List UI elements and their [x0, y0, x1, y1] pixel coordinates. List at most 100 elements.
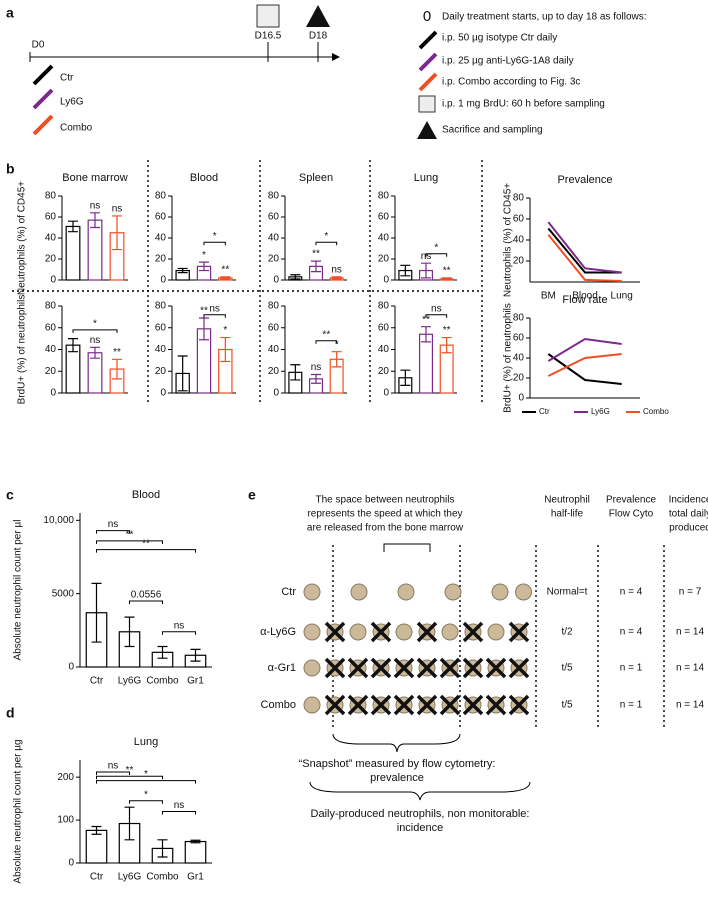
y-tick-label: 0 — [518, 393, 524, 404]
error-bar — [68, 338, 78, 353]
column-header: produced — [669, 523, 708, 534]
depletion-cross — [508, 657, 530, 679]
y-axis-label: BrdU+ (%) of neutrophils — [17, 295, 28, 405]
neutrophil-icon — [303, 696, 321, 714]
depletion-cross — [439, 694, 461, 716]
y-tick-label: 80 — [268, 301, 280, 312]
y-tick-label: 40 — [45, 344, 57, 355]
y-tick-label: 60 — [155, 212, 167, 223]
protocol-symbol: 0 — [423, 8, 431, 25]
half-life: t/5 — [561, 663, 573, 674]
y-axis-label: Neutrophils (%) of CD45+ — [17, 181, 28, 295]
bracket-label: * — [434, 242, 438, 253]
y-tick-label: 80 — [45, 191, 57, 202]
sacrifice-icon — [306, 5, 330, 27]
timeline-arrow — [332, 53, 340, 61]
error-bar — [124, 806, 135, 841]
bar — [418, 333, 434, 394]
series-line — [547, 234, 622, 282]
x-tick-label: Combo — [146, 872, 179, 883]
neutrophil-icon — [395, 623, 413, 641]
incidence-note: incidence — [397, 822, 443, 834]
significance-label: * — [335, 339, 339, 350]
chart-title: Prevalence — [557, 174, 612, 186]
error-bar — [220, 276, 231, 280]
column-header: half-life — [551, 509, 584, 520]
y-tick-label: 20 — [513, 256, 525, 267]
depletion-cross — [370, 657, 392, 679]
y-tick-label: 40 — [378, 344, 390, 355]
depletion-cross — [462, 621, 484, 643]
protocol-line: i.p. 25 µg anti-Ly6G-1A8 daily — [442, 56, 574, 67]
bracket-label: 0.0556 — [131, 590, 162, 601]
incidence: n = 14 — [676, 627, 705, 638]
bar — [65, 344, 81, 394]
panel-label: e — [248, 487, 256, 503]
bar — [65, 225, 81, 281]
protocol-line: Sacrifice and sampling — [442, 125, 543, 136]
y-axis-label: Neutrophils (%) of CD45+ — [503, 183, 514, 297]
significance-label: ns — [90, 335, 101, 346]
diagram-title: represents the speed at which they — [307, 509, 462, 520]
y-tick-label: 0 — [68, 858, 74, 869]
significance-bracket — [203, 241, 226, 246]
error-bar — [441, 277, 452, 281]
legend-label: Ly6G — [60, 97, 84, 108]
bracket-label: * — [144, 769, 148, 780]
neutrophil-icon — [515, 583, 532, 601]
bracket-label: ns — [174, 620, 185, 631]
prevalence: n = 4 — [620, 627, 643, 638]
bracket-label: ns — [209, 303, 220, 314]
y-tick-label: 60 — [45, 322, 57, 333]
neutrophil-icon — [350, 583, 368, 601]
significance-label: ** — [113, 347, 121, 358]
depletion-cross — [324, 657, 346, 679]
error-bar — [112, 215, 122, 251]
diagram-lines — [309, 543, 665, 801]
prevalence: n = 1 — [620, 700, 643, 711]
y-tick-label: 10,000 — [43, 515, 74, 526]
y-tick-label: 60 — [268, 212, 280, 223]
x-tick-label: Blood — [572, 291, 598, 302]
y-axis-label: BrdU+ (%) of neutrophils — [503, 303, 514, 413]
incidence-note: Daily-produced neutrophils, non monitora… — [311, 808, 530, 820]
depletion-cross — [485, 657, 507, 679]
significance-bracket — [315, 241, 338, 246]
y-tick-label: 40 — [513, 353, 525, 364]
y-tick-label: 0 — [160, 275, 166, 286]
row-label: α-Ly6G — [260, 626, 296, 638]
bracket-label: * — [144, 789, 148, 800]
error-bar — [421, 326, 431, 343]
neutrophil-icon — [397, 583, 415, 601]
protocol-line: Daily treatment starts, up to day 18 as … — [442, 12, 647, 23]
depletion-cross — [416, 621, 438, 643]
protocol-line: i.p. Combo according to Fig. 3c — [442, 77, 580, 88]
significance-bracket — [315, 340, 338, 344]
y-tick-label: 20 — [155, 254, 167, 265]
depletion-cross — [324, 621, 346, 643]
chart-title: Flow rate — [562, 294, 607, 306]
timeline-start: D0 — [32, 40, 45, 51]
error-bar — [199, 317, 209, 341]
error-bar — [311, 260, 321, 273]
x-tick-label: Lung — [611, 291, 633, 302]
significance-label: * — [223, 325, 227, 336]
significance-bracket — [96, 775, 163, 780]
protocol-line: i.p. 50 µg isotype Ctr daily — [442, 33, 557, 44]
y-tick-label: 60 — [378, 212, 390, 223]
neutrophil-icon — [303, 659, 321, 677]
error-bar — [90, 346, 100, 359]
significance-bracket — [162, 631, 196, 635]
chart-title: Lung — [134, 736, 158, 748]
significance-label: ns — [112, 204, 123, 215]
diagram-title: are released from the bone marrow — [307, 523, 464, 534]
error-bar — [157, 839, 168, 858]
panel-label: d — [6, 705, 15, 721]
depletion-cross — [416, 657, 438, 679]
significance-label: ** — [312, 249, 320, 260]
bracket-label: ns — [108, 761, 119, 772]
y-tick-label: 60 — [45, 212, 57, 223]
y-axis-label: Absolute neutrophil count per µg — [13, 739, 24, 883]
y-tick-label: 0 — [383, 275, 389, 286]
row-label: Ctr — [281, 586, 296, 598]
